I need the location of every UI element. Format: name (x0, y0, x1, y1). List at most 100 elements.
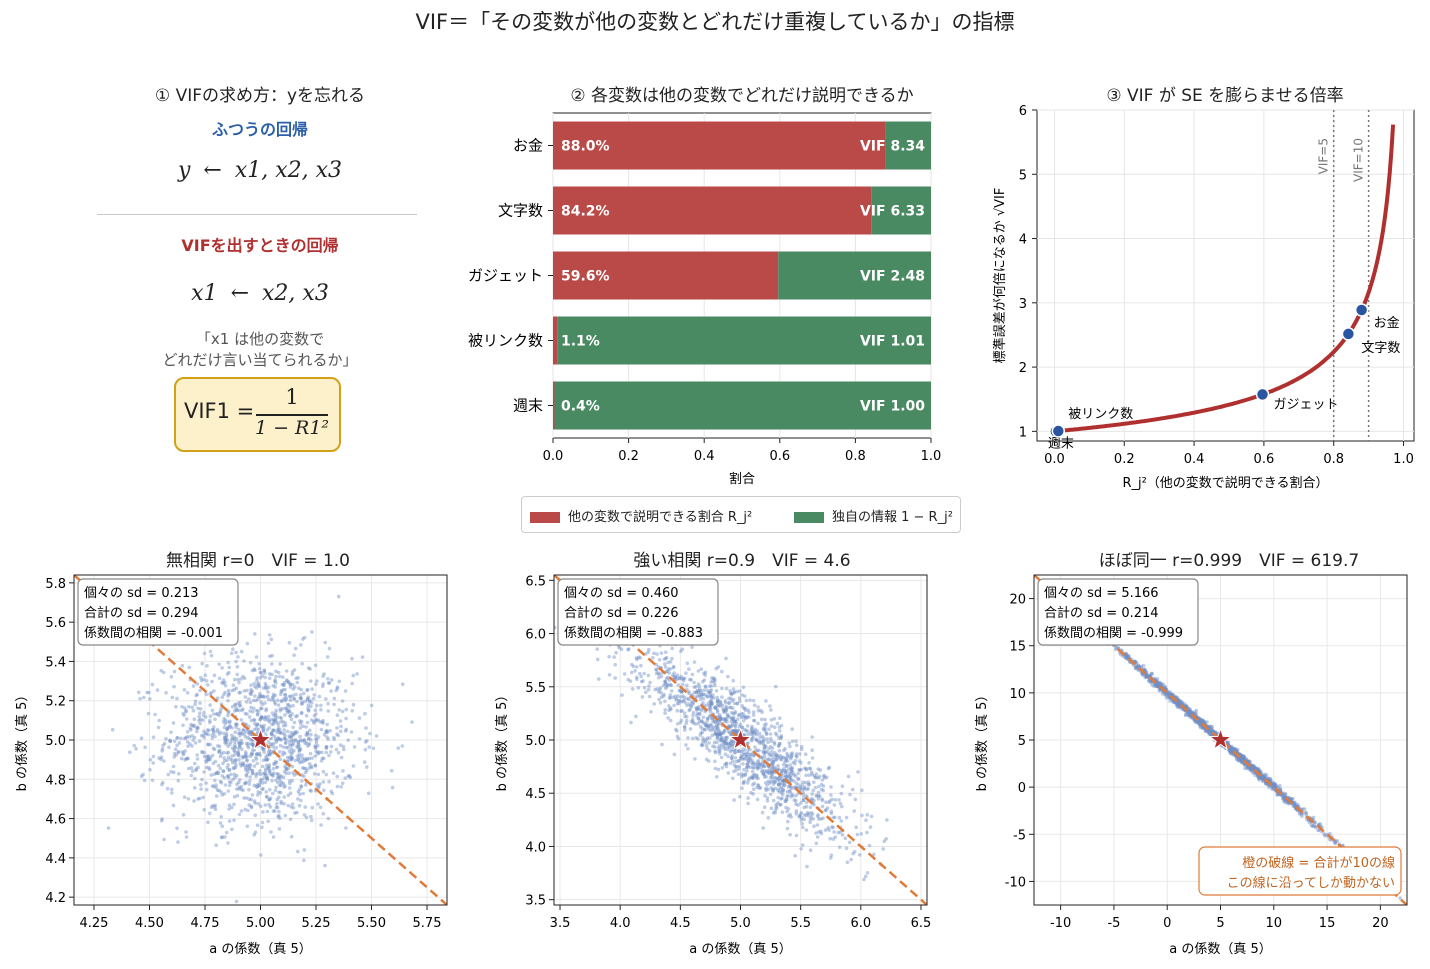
scatter-point (271, 745, 276, 749)
scatter-point (732, 701, 737, 706)
vif-threshold-label: VIF=10 (1352, 138, 1366, 182)
scatter-point (300, 710, 304, 715)
scatter-point (206, 754, 210, 758)
scatter-point (267, 765, 271, 769)
scatter-point (243, 750, 248, 754)
x-axis-label: a の係数（真 5） (209, 942, 312, 957)
scatter-point (789, 794, 793, 799)
scatter-point (679, 695, 683, 699)
scatter-point (766, 816, 771, 820)
scatter-point (300, 779, 304, 783)
scatter-point (253, 632, 257, 636)
scatter-point (263, 681, 268, 686)
scatter-point (239, 764, 243, 768)
scatter-point (298, 734, 302, 739)
scatter-point (597, 677, 601, 681)
scatter-point (774, 776, 778, 781)
scatter-point (748, 752, 752, 757)
scatter-point (778, 782, 782, 786)
scatter-point (755, 765, 760, 769)
scatter-point (1147, 679, 1151, 684)
scatter-point (777, 741, 782, 746)
scatter-point (284, 745, 289, 750)
scatter-point (1263, 774, 1267, 779)
scatter-point (277, 776, 282, 780)
scatter-point (316, 735, 321, 739)
scatter-point (299, 719, 304, 724)
scatter-point (269, 698, 274, 702)
scatter-point (790, 727, 794, 731)
scatter-point (1177, 703, 1182, 708)
scatter-point (237, 744, 242, 748)
scatter-point (1260, 778, 1265, 783)
scatter-point (198, 721, 202, 726)
scatter-point (400, 744, 405, 748)
scatter-point (215, 729, 219, 734)
scatter-point (249, 751, 254, 755)
scatter-point (766, 779, 771, 783)
scatter-point (613, 676, 617, 680)
scatter-point (281, 781, 286, 786)
scatter-point (249, 718, 254, 723)
scatter-point (768, 704, 772, 708)
scatter-point (733, 725, 738, 729)
scatter-point (1278, 787, 1283, 791)
scatter-point (734, 764, 739, 769)
scatter-point (1239, 759, 1244, 763)
scatter-point (338, 719, 343, 723)
stats-line: 個々の sd = 5.166 (1044, 586, 1159, 601)
scatter-point (1323, 834, 1327, 838)
scatter-point (187, 735, 192, 739)
scatter-point (696, 689, 700, 693)
scatter-point (193, 699, 198, 704)
scatter-point (709, 728, 713, 733)
scatter-point (737, 758, 741, 763)
scatter-point (750, 724, 754, 729)
scatter-point (787, 776, 791, 780)
scatter-point (731, 717, 735, 722)
scatter-point (724, 686, 729, 691)
scatter-point (268, 742, 273, 746)
scatter-point (214, 712, 219, 716)
y-tick-label: 5.5 (525, 681, 546, 696)
scatter-point (1240, 757, 1245, 761)
scatter-point (713, 705, 717, 710)
scatter-point (286, 680, 291, 685)
scatter-point (811, 788, 815, 793)
scatter-point (768, 744, 773, 749)
scatter-point (727, 705, 732, 710)
scatter-point (1177, 700, 1182, 705)
scatter-point (147, 690, 151, 695)
scatter-point (259, 706, 263, 711)
scatter-point (707, 703, 712, 708)
scatter-point (722, 739, 726, 744)
scatter-point (722, 708, 726, 713)
scatter-point (768, 792, 773, 797)
scatter-point (319, 727, 324, 732)
scatter-point (659, 674, 664, 679)
scatter-point (186, 797, 191, 801)
scatter-point (769, 753, 773, 758)
scatter-point (218, 711, 222, 715)
scatter-point (741, 753, 746, 757)
scatter-point (634, 714, 638, 719)
scatter-point (251, 742, 255, 747)
scatter-point (862, 877, 866, 882)
scatter-point (311, 719, 316, 724)
scatter-point (798, 752, 802, 756)
scatter-point (647, 694, 652, 699)
scatter-point (808, 820, 812, 824)
scatter-point (278, 715, 283, 720)
scatter-point (257, 684, 262, 689)
stats-line: 合計の sd = 0.226 (564, 605, 679, 621)
scatter-point (679, 709, 683, 713)
scatter-point (727, 700, 731, 705)
scatter-point (298, 792, 302, 796)
scatter-point (744, 716, 748, 721)
scatter-point (777, 775, 781, 780)
scatter-point (1166, 694, 1171, 699)
scatter-point (811, 817, 816, 821)
scatter-point (638, 656, 642, 660)
scatter-point (291, 733, 296, 737)
scatter-point (787, 741, 792, 745)
